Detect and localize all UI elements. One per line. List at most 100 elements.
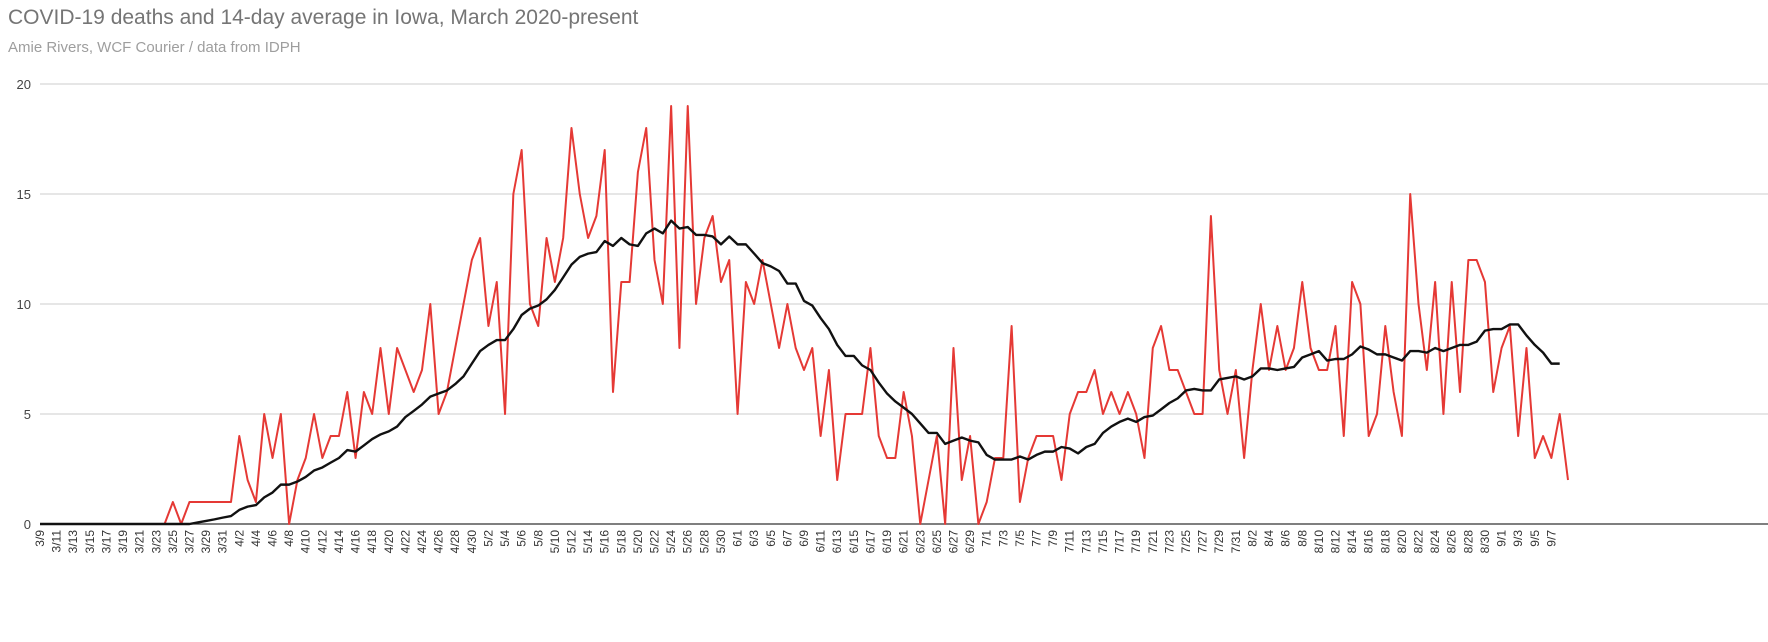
chart-title: COVID-19 deaths and 14-day average in Io… xyxy=(8,6,639,29)
gridlines xyxy=(40,83,1768,525)
x-tick-label: 8/20 xyxy=(1395,530,1409,554)
x-tick-label: 8/16 xyxy=(1362,530,1376,554)
daily-deaths-line xyxy=(40,105,1569,525)
x-tick-label: 4/12 xyxy=(315,530,329,554)
y-tick-label: 15 xyxy=(17,187,31,202)
x-tick-label: 6/13 xyxy=(830,530,844,554)
x-tick-label: 9/1 xyxy=(1495,530,1509,547)
x-tick-label: 5/16 xyxy=(598,530,612,554)
x-tick-label: 8/4 xyxy=(1262,530,1276,547)
x-tick-label: 4/16 xyxy=(349,530,363,554)
x-tick-label: 8/6 xyxy=(1279,530,1293,547)
x-tick-label: 4/26 xyxy=(432,530,446,554)
x-tick-label: 8/24 xyxy=(1428,530,1442,554)
x-tick-label: 5/18 xyxy=(614,530,628,554)
x-tick-label: 7/1 xyxy=(980,530,994,547)
x-tick-label: 7/21 xyxy=(1146,530,1160,554)
x-tick-label: 6/27 xyxy=(946,530,960,554)
x-tick-label: 3/11 xyxy=(50,530,64,553)
x-tick-label: 5/26 xyxy=(681,530,695,554)
x-tick-label: 7/3 xyxy=(996,530,1010,547)
x-tick-label: 5/4 xyxy=(498,530,512,547)
x-tick-label: 8/10 xyxy=(1312,530,1326,554)
x-tick-label: 6/5 xyxy=(764,530,778,547)
x-tick-label: 4/18 xyxy=(365,530,379,554)
y-axis: 0 5 10 15 20 xyxy=(17,77,31,532)
x-tick-label: 6/19 xyxy=(880,530,894,554)
x-tick-label: 3/31 xyxy=(216,530,230,554)
x-tick-label: 6/25 xyxy=(930,530,944,554)
x-tick-label: 7/7 xyxy=(1030,530,1044,547)
x-tick-label: 5/24 xyxy=(664,530,678,554)
x-tick-label: 5/6 xyxy=(515,530,529,547)
x-tick-label: 9/5 xyxy=(1528,530,1542,547)
x-tick-label: 7/9 xyxy=(1046,530,1060,547)
y-tick-label: 0 xyxy=(24,517,31,532)
x-tick-label: 4/2 xyxy=(232,530,246,547)
x-tick-label: 5/8 xyxy=(531,530,545,547)
x-tick-label: 3/29 xyxy=(199,530,213,554)
x-tick-label: 3/25 xyxy=(166,530,180,554)
x-tick-label: 4/28 xyxy=(448,530,462,554)
x-tick-label: 6/15 xyxy=(847,530,861,554)
x-tick-label: 7/17 xyxy=(1113,530,1127,554)
x-tick-label: 8/14 xyxy=(1345,530,1359,554)
series xyxy=(40,105,1569,526)
x-tick-label: 6/21 xyxy=(897,530,911,554)
x-tick-label: 7/31 xyxy=(1229,530,1243,554)
x-tick-label: 7/29 xyxy=(1212,530,1226,554)
x-tick-label: 4/8 xyxy=(282,530,296,547)
x-tick-label: 6/1 xyxy=(731,530,745,547)
x-tick-label: 8/26 xyxy=(1445,530,1459,554)
x-tick-label: 3/15 xyxy=(83,530,97,554)
x-tick-label: 3/27 xyxy=(182,530,196,554)
x-tick-label: 3/17 xyxy=(99,530,113,554)
x-tick-label: 5/12 xyxy=(564,530,578,554)
x-tick-label: 9/7 xyxy=(1544,530,1558,547)
x-tick-label: 7/11 xyxy=(1063,530,1077,553)
x-tick-label: 7/13 xyxy=(1079,530,1093,554)
x-tick-label: 7/25 xyxy=(1179,530,1193,554)
x-tick-label: 6/9 xyxy=(797,530,811,547)
x-tick-label: 7/5 xyxy=(1013,530,1027,547)
x-tick-label: 6/3 xyxy=(747,530,761,547)
x-tick-label: 7/23 xyxy=(1162,530,1176,554)
x-tick-label: 6/7 xyxy=(780,530,794,547)
x-tick-label: 8/12 xyxy=(1328,530,1342,554)
x-tick-label: 8/2 xyxy=(1245,530,1259,547)
fourteen-day-average-line xyxy=(40,219,1560,526)
x-tick-label: 5/10 xyxy=(548,530,562,554)
x-tick-label: 5/20 xyxy=(631,530,645,554)
x-tick-label: 8/22 xyxy=(1412,530,1426,554)
x-tick-label: 3/13 xyxy=(66,530,80,554)
x-tick-label: 6/17 xyxy=(863,530,877,554)
x-tick-label: 4/14 xyxy=(332,530,346,554)
y-tick-label: 5 xyxy=(24,407,31,422)
y-tick-label: 10 xyxy=(17,297,31,312)
x-tick-label: 5/28 xyxy=(697,530,711,554)
chart-subtitle: Amie Rivers, WCF Courier / data from IDP… xyxy=(8,39,301,56)
x-tick-label: 6/11 xyxy=(814,530,828,553)
x-axis: 3/9 3/11 3/13 3/15 3/17 3/19 3/21 3/23 3/25 3/27 3… xyxy=(33,530,1558,554)
y-tick-label: 20 xyxy=(17,77,31,92)
x-tick-label: 7/27 xyxy=(1196,530,1210,554)
x-tick-label: 4/10 xyxy=(299,530,313,554)
x-tick-label: 9/3 xyxy=(1511,530,1525,547)
x-tick-label: 7/19 xyxy=(1129,530,1143,554)
x-tick-label: 5/30 xyxy=(714,530,728,554)
x-tick-label: 6/29 xyxy=(963,530,977,554)
x-tick-label: 8/28 xyxy=(1461,530,1475,554)
x-tick-label: 3/19 xyxy=(116,530,130,554)
x-tick-label: 3/23 xyxy=(149,530,163,554)
x-tick-label: 4/22 xyxy=(398,530,412,554)
x-tick-label: 8/18 xyxy=(1378,530,1392,554)
x-tick-label: 4/4 xyxy=(249,530,263,547)
x-tick-label: 4/6 xyxy=(266,530,280,547)
x-tick-label: 5/14 xyxy=(581,530,595,554)
x-tick-label: 5/22 xyxy=(648,530,662,554)
x-tick-label: 8/8 xyxy=(1295,530,1309,547)
x-tick-label: 3/21 xyxy=(133,530,147,554)
x-tick-label: 3/9 xyxy=(33,530,47,547)
x-tick-label: 7/15 xyxy=(1096,530,1110,554)
